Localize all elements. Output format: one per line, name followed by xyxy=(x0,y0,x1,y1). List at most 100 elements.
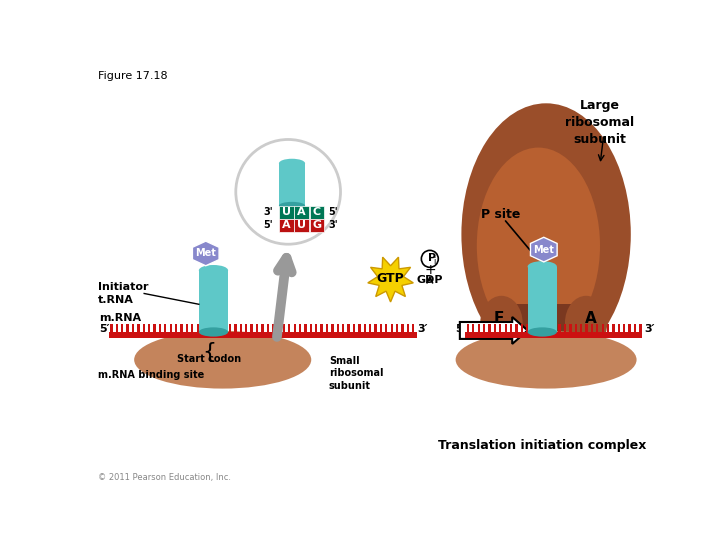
Ellipse shape xyxy=(456,331,636,389)
Bar xyxy=(499,323,501,332)
Bar xyxy=(256,323,258,332)
Bar xyxy=(564,323,566,332)
Bar xyxy=(359,323,361,332)
Bar xyxy=(279,219,294,232)
Ellipse shape xyxy=(199,265,228,276)
Bar xyxy=(159,323,161,332)
Bar xyxy=(310,206,324,219)
Bar xyxy=(521,323,523,332)
Bar xyxy=(601,323,604,332)
Bar xyxy=(279,206,294,219)
Bar xyxy=(528,267,557,332)
Bar xyxy=(191,323,194,332)
Text: 3′: 3′ xyxy=(644,324,654,334)
Bar xyxy=(164,323,166,332)
Bar xyxy=(590,323,593,332)
Ellipse shape xyxy=(134,331,311,389)
Bar xyxy=(465,332,642,338)
Text: Large
ribosomal
subunit: Large ribosomal subunit xyxy=(565,99,634,146)
Bar xyxy=(326,323,328,332)
Bar xyxy=(596,323,598,332)
Ellipse shape xyxy=(199,327,228,336)
Bar xyxy=(197,323,199,332)
Bar xyxy=(310,219,324,232)
Bar xyxy=(261,323,264,332)
Bar xyxy=(542,323,544,332)
Text: P: P xyxy=(428,253,436,263)
Text: Met: Met xyxy=(534,245,554,254)
Text: A: A xyxy=(297,207,306,217)
Text: P site: P site xyxy=(481,208,520,221)
Bar xyxy=(488,323,490,332)
Text: i: i xyxy=(433,256,436,266)
Bar xyxy=(315,323,318,332)
Text: Start codon: Start codon xyxy=(177,354,241,364)
Ellipse shape xyxy=(565,296,607,350)
Bar xyxy=(294,219,309,232)
Bar xyxy=(277,323,279,332)
Bar xyxy=(251,323,253,332)
Text: G: G xyxy=(312,220,322,231)
Bar xyxy=(629,323,631,332)
Text: U: U xyxy=(282,207,291,217)
Bar xyxy=(526,323,528,332)
Bar xyxy=(379,323,382,332)
Bar xyxy=(199,271,228,332)
Bar xyxy=(548,323,550,332)
Text: GTP: GTP xyxy=(377,272,405,285)
Text: +: + xyxy=(424,262,436,276)
Polygon shape xyxy=(368,257,413,302)
Bar xyxy=(138,323,140,332)
Text: C: C xyxy=(313,207,321,217)
Bar xyxy=(559,323,561,332)
Bar xyxy=(283,323,285,332)
Bar xyxy=(639,323,642,332)
Bar xyxy=(467,323,469,332)
Bar xyxy=(477,323,480,332)
Text: U: U xyxy=(297,220,306,231)
Bar xyxy=(570,323,572,332)
Text: A: A xyxy=(282,220,291,231)
Text: A: A xyxy=(585,312,597,326)
Text: 5': 5' xyxy=(328,207,338,217)
Bar xyxy=(223,323,226,332)
Bar xyxy=(175,323,177,332)
Bar xyxy=(234,323,237,332)
Bar xyxy=(288,323,290,332)
Bar xyxy=(342,323,344,332)
Bar xyxy=(153,323,156,332)
Text: Small
ribosomal
subunit: Small ribosomal subunit xyxy=(329,356,384,390)
Bar xyxy=(494,323,496,332)
Bar xyxy=(396,323,398,332)
FancyArrow shape xyxy=(460,317,528,344)
Bar xyxy=(516,323,518,332)
Bar xyxy=(294,323,296,332)
Bar xyxy=(245,323,248,332)
Bar xyxy=(634,323,636,332)
Bar xyxy=(170,323,172,332)
Bar xyxy=(505,323,507,332)
Text: Initiator
t.RNA: Initiator t.RNA xyxy=(98,282,148,305)
Bar xyxy=(331,323,333,332)
Text: 3': 3' xyxy=(328,220,338,231)
Ellipse shape xyxy=(279,202,305,210)
Text: E: E xyxy=(493,312,503,326)
Ellipse shape xyxy=(528,261,557,272)
Text: Figure 17.18: Figure 17.18 xyxy=(98,71,168,81)
Bar xyxy=(607,323,609,332)
Bar xyxy=(207,323,210,332)
Bar xyxy=(218,323,220,332)
Polygon shape xyxy=(516,303,577,342)
Bar xyxy=(294,206,309,219)
Bar xyxy=(385,323,387,332)
Bar xyxy=(531,323,534,332)
Text: m.RNA binding site: m.RNA binding site xyxy=(98,370,204,380)
Bar xyxy=(121,323,123,332)
Bar xyxy=(580,323,582,332)
Polygon shape xyxy=(192,241,219,266)
Bar xyxy=(186,323,188,332)
Bar xyxy=(407,323,409,332)
Text: © 2011 Pearson Education, Inc.: © 2011 Pearson Education, Inc. xyxy=(98,473,231,482)
Bar xyxy=(305,323,307,332)
Bar xyxy=(412,323,415,332)
